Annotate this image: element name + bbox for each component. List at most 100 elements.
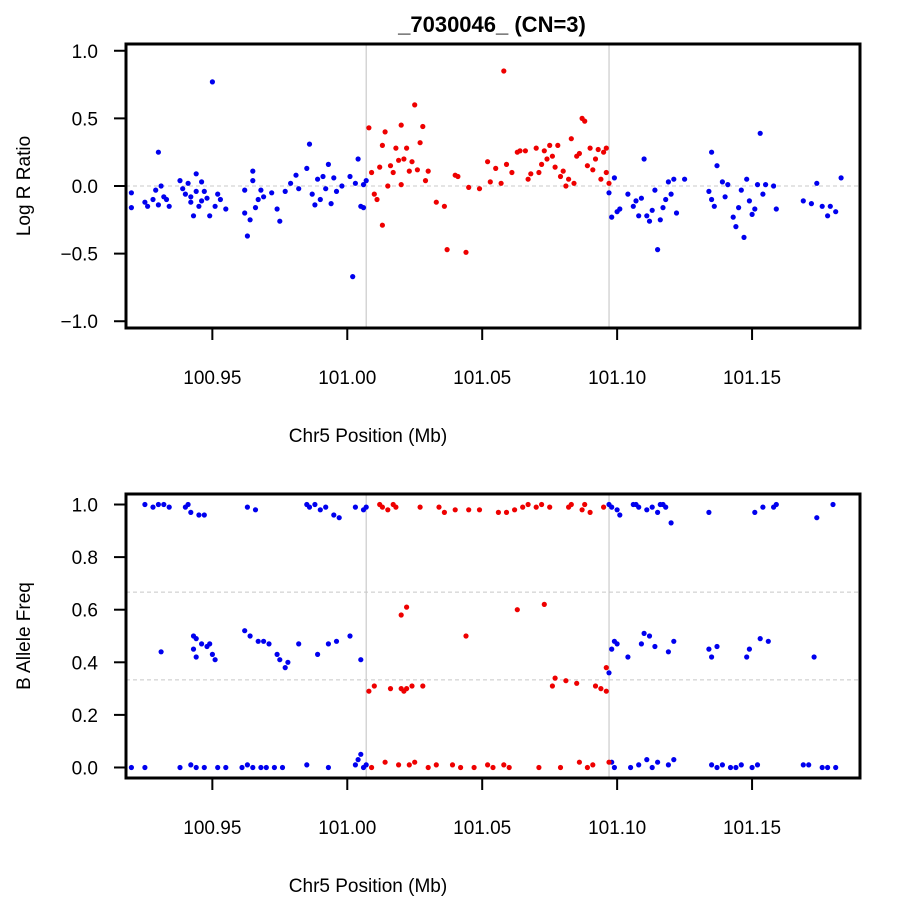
- data-point: [584, 764, 591, 771]
- data-point: [155, 202, 161, 208]
- data-point: [682, 176, 688, 182]
- data-point: [433, 199, 439, 205]
- data-point: [355, 757, 361, 763]
- data-point: [754, 762, 761, 768]
- data-point: [242, 628, 248, 634]
- data-point: [730, 214, 736, 220]
- x-axis-label: Chr5 Position (Mb): [289, 426, 447, 447]
- data-point: [582, 501, 588, 508]
- data-point: [552, 164, 558, 170]
- data-point: [641, 630, 647, 637]
- data-point: [455, 173, 461, 180]
- data-point: [379, 222, 385, 228]
- data-point: [425, 168, 431, 174]
- data-point: [668, 520, 674, 526]
- data-point: [625, 654, 631, 660]
- data-point: [261, 638, 267, 644]
- data-point: [261, 194, 267, 200]
- data-point: [244, 762, 250, 768]
- data-point: [598, 176, 604, 182]
- data-point: [414, 167, 420, 173]
- data-point: [806, 762, 812, 768]
- data-point: [649, 504, 655, 510]
- data-point: [250, 178, 256, 184]
- data-point: [655, 759, 661, 765]
- data-point: [555, 142, 561, 148]
- data-point: [539, 501, 545, 508]
- data-point: [244, 233, 250, 239]
- data-point: [641, 156, 647, 162]
- data-point: [217, 196, 223, 203]
- data-point: [528, 171, 534, 177]
- data-point: [511, 507, 518, 513]
- data-point: [363, 762, 369, 768]
- data-point: [471, 764, 477, 771]
- data-point: [404, 686, 410, 692]
- data-point: [266, 641, 272, 647]
- data-point: [177, 178, 183, 184]
- data-point: [363, 504, 369, 510]
- x-tick-label: 101.15: [723, 818, 781, 839]
- data-point: [614, 641, 620, 647]
- data-point: [188, 199, 194, 205]
- data-point: [323, 186, 329, 192]
- data-point: [444, 247, 450, 253]
- x-tick-label: 101.00: [318, 368, 376, 389]
- data-point: [401, 156, 407, 162]
- data-point: [714, 643, 720, 650]
- data-point: [255, 638, 261, 644]
- data-point: [404, 145, 410, 151]
- y-tick-label: 0.0: [72, 177, 98, 198]
- data-point: [549, 153, 556, 159]
- data-point: [744, 176, 750, 182]
- data-point: [514, 607, 520, 613]
- data-point: [296, 186, 302, 192]
- data-point: [665, 762, 672, 768]
- data-point: [390, 169, 396, 176]
- data-point: [603, 688, 609, 694]
- data-point: [242, 187, 248, 193]
- data-point: [190, 213, 197, 219]
- data-point: [360, 205, 367, 211]
- data-point: [306, 141, 313, 147]
- data-point: [382, 759, 388, 765]
- data-point: [520, 504, 526, 510]
- data-point: [749, 764, 755, 771]
- data-point: [525, 501, 531, 508]
- data-point: [252, 507, 259, 513]
- data-point: [485, 762, 491, 768]
- y-axis-label: B Allele Freq: [14, 582, 35, 690]
- data-point: [371, 683, 377, 689]
- x-tick-label: 100.95: [183, 818, 241, 839]
- data-point: [606, 670, 612, 676]
- data-point: [207, 641, 213, 647]
- data-point: [128, 764, 134, 771]
- data-point: [517, 148, 523, 154]
- figure-title: _7030046_ (CN=3): [397, 12, 586, 37]
- data-point: [371, 191, 377, 197]
- data-point: [754, 182, 761, 188]
- data-point: [576, 759, 583, 765]
- data-point: [800, 762, 806, 768]
- data-point: [333, 188, 340, 194]
- data-point: [309, 191, 315, 197]
- data-point: [331, 175, 337, 181]
- data-point: [161, 501, 167, 508]
- data-point: [765, 638, 771, 644]
- data-point: [379, 142, 385, 148]
- data-point: [366, 125, 372, 131]
- data-point: [347, 633, 353, 639]
- data-point: [325, 641, 331, 647]
- data-point: [509, 169, 515, 176]
- data-point: [587, 509, 593, 515]
- y-tick-label: 0.4: [72, 653, 99, 674]
- data-point: [611, 764, 618, 771]
- data-point: [412, 759, 418, 765]
- data-point: [584, 163, 591, 169]
- data-point: [719, 762, 726, 768]
- data-point: [274, 651, 280, 658]
- data-point: [833, 764, 839, 771]
- data-point: [452, 507, 458, 513]
- data-point: [760, 191, 766, 197]
